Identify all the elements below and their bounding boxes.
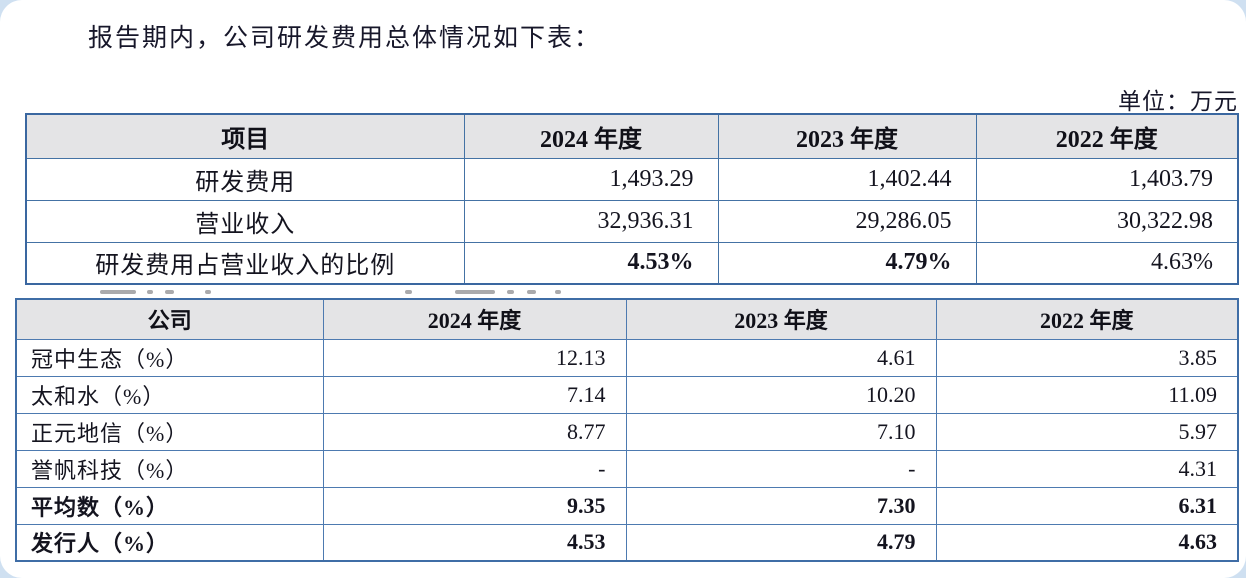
table-row-revenue: 营业收入 32,936.31 29,286.05 30,322.98 [25,199,1239,243]
value-2024: 8.77 [322,412,627,451]
value-2024: - [322,449,627,488]
column-header-2024: 2024 年度 [463,113,719,159]
value-2022: 30,322.98 [975,199,1239,243]
table-row-taiheshui: 太和水（%） 7.14 10.20 11.09 [15,375,1239,414]
value-2023: 29,286.05 [717,199,977,243]
unit-label: 单位：万元 [1118,89,1238,114]
row-label: 平均数（%） [15,486,324,525]
table-header-row: 项目 2024 年度 2023 年度 2022 年度 [25,113,1239,159]
row-label: 研发费用占营业收入的比例 [25,241,465,285]
column-header-item: 项目 [25,113,465,159]
table-row-rd-ratio: 研发费用占营业收入的比例 4.53% 4.79% 4.63% [25,241,1239,285]
truncated-text-artifact [95,288,615,296]
table-row-rd-expense: 研发费用 1,493.29 1,402.44 1,403.79 [25,157,1239,201]
column-header-2023: 2023 年度 [717,113,977,159]
row-label: 发行人（%） [15,523,324,562]
peer-comparison-table: 公司 2024 年度 2023 年度 2022 年度 冠中生态（%） 12.13… [15,298,1239,562]
section-intro-text: 报告期内，公司研发费用总体情况如下表： [88,25,602,52]
table-row-yufankeji: 誉帆科技（%） - - 4.31 [15,449,1239,488]
table-row-average: 平均数（%） 9.35 7.30 6.31 [15,486,1239,525]
value-2022: 4.31 [935,449,1239,488]
column-header-2022: 2022 年度 [935,298,1239,340]
column-header-2024: 2024 年度 [322,298,627,340]
row-label: 营业收入 [25,199,465,243]
value-2024: 4.53% [463,241,719,285]
value-2022: 6.31 [935,486,1239,525]
value-2022: 11.09 [935,375,1239,414]
row-label: 研发费用 [25,157,465,201]
value-2024: 12.13 [322,338,627,377]
value-2023: 4.61 [625,338,937,377]
column-header-2023: 2023 年度 [625,298,937,340]
table-row-zhengyuandixin: 正元地信（%） 8.77 7.10 5.97 [15,412,1239,451]
column-header-2022: 2022 年度 [975,113,1239,159]
value-2022: 3.85 [935,338,1239,377]
value-2023: 4.79% [717,241,977,285]
rd-expense-summary-table: 项目 2024 年度 2023 年度 2022 年度 研发费用 1,493.29… [25,113,1239,285]
value-2024: 4.53 [322,523,627,562]
value-2023: - [625,449,937,488]
value-2024: 7.14 [322,375,627,414]
table-header-row: 公司 2024 年度 2023 年度 2022 年度 [15,298,1239,340]
table-row-guanzhong: 冠中生态（%） 12.13 4.61 3.85 [15,338,1239,377]
value-2023: 7.30 [625,486,937,525]
value-2022: 4.63 [935,523,1239,562]
value-2023: 1,402.44 [717,157,977,201]
value-2024: 1,493.29 [463,157,719,201]
value-2023: 4.79 [625,523,937,562]
row-label: 正元地信（%） [15,412,324,451]
value-2024: 32,936.31 [463,199,719,243]
row-label: 誉帆科技（%） [15,449,324,488]
row-label: 太和水（%） [15,375,324,414]
value-2022: 5.97 [935,412,1239,451]
row-label: 冠中生态（%） [15,338,324,377]
value-2022: 4.63% [975,241,1239,285]
column-header-company: 公司 [15,298,324,340]
value-2023: 7.10 [625,412,937,451]
value-2023: 10.20 [625,375,937,414]
table-row-issuer: 发行人（%） 4.53 4.79 4.63 [15,523,1239,562]
value-2024: 9.35 [322,486,627,525]
value-2022: 1,403.79 [975,157,1239,201]
